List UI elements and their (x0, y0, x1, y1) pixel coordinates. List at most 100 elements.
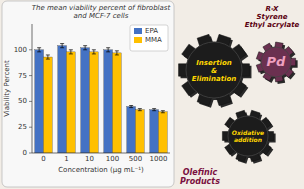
x-label: Concentration (µg mL⁻¹) (58, 166, 144, 174)
error-line (93, 50, 94, 54)
y-tick (29, 75, 32, 76)
text-line: & (211, 67, 217, 75)
error-cap (138, 108, 142, 109)
text-line: Insertion (196, 59, 232, 67)
error-line (39, 48, 40, 52)
bar (150, 110, 159, 153)
text-line: and MCF-7 cells (74, 12, 129, 20)
error-bar (60, 44, 64, 48)
annotation: R-XStyreneEthyl acrylate (245, 5, 300, 29)
y-tick-label: 100 (14, 46, 27, 54)
error-cap (138, 110, 142, 111)
text-line: R-X (266, 5, 280, 13)
error-cap (60, 47, 64, 48)
legend-swatch (134, 37, 142, 43)
y-tick (29, 49, 32, 50)
x-axis (32, 153, 170, 154)
y-tick (29, 101, 32, 102)
error-bar (46, 55, 50, 59)
text-line: Elimination (192, 75, 237, 83)
error-bar (69, 50, 73, 54)
error-cap (69, 53, 73, 54)
y-axis (32, 24, 33, 153)
bar (127, 107, 136, 153)
bar (90, 52, 99, 153)
error-cap (46, 54, 50, 55)
x-tick-label: 1000 (150, 155, 168, 163)
error-line (70, 50, 71, 54)
bar (67, 52, 76, 153)
text-line: Pd (267, 54, 287, 69)
error-cap (60, 43, 64, 44)
error-bar (129, 106, 133, 108)
error-bar (152, 109, 156, 111)
error-cap (152, 110, 156, 111)
x-tick-label: 10 (85, 155, 94, 163)
y-tick-label: 50 (18, 97, 27, 105)
gear (179, 34, 252, 107)
error-line (108, 48, 109, 52)
error-cap (115, 54, 119, 55)
bar (159, 112, 168, 153)
error-bar (92, 50, 96, 54)
bar (136, 110, 145, 153)
error-cap (92, 49, 96, 50)
error-cap (129, 105, 133, 106)
error-cap (37, 51, 41, 52)
annotation: Oxidativeaddition (232, 128, 264, 142)
y-tick-label: 0 (23, 149, 27, 157)
gear-body (256, 42, 295, 82)
y-tick-label: 75 (18, 72, 27, 80)
error-cap (92, 53, 96, 54)
y-tick (29, 153, 32, 154)
error-cap (106, 47, 110, 48)
bar (104, 50, 113, 153)
x-tick-label: 500 (129, 155, 142, 163)
legend-box (130, 25, 168, 51)
gear-rim (186, 42, 242, 98)
error-cap (115, 50, 119, 51)
annotation: Insertion&Elimination (192, 59, 237, 83)
text-line: Olefinic (183, 167, 218, 176)
annotation: Pd (267, 54, 287, 69)
legend-label: MMA (145, 36, 162, 44)
error-line (116, 51, 117, 55)
gear-rim (228, 116, 268, 156)
x-tick-label: 0 (41, 155, 45, 163)
error-cap (129, 107, 133, 108)
annotation: OlefinicProducts (180, 167, 220, 185)
figure: The mean viability percent of fibroblast… (0, 0, 304, 189)
y-label: Viability Percent (3, 60, 11, 117)
background (0, 0, 304, 189)
text-line: Oxidative (232, 128, 264, 135)
error-line (62, 44, 63, 48)
error-line (47, 55, 48, 59)
error-cap (83, 45, 87, 46)
error-cap (69, 49, 73, 50)
text-line: Products (180, 176, 220, 185)
bars (35, 44, 167, 153)
y-tick (29, 127, 32, 128)
legend-swatch (134, 28, 142, 34)
bar (44, 57, 53, 153)
error-cap (46, 59, 50, 60)
error-bar (37, 48, 41, 52)
gear (222, 110, 275, 163)
legend: EPAMMA (130, 25, 168, 51)
error-cap (152, 108, 156, 109)
bar (58, 46, 67, 153)
gear (256, 42, 297, 84)
error-bar (83, 46, 87, 50)
error-cap (161, 112, 165, 113)
error-cap (161, 110, 165, 111)
text-line: Styrene (257, 13, 288, 21)
gear-body (222, 110, 273, 161)
gear-rim (261, 47, 291, 77)
error-cap (37, 47, 41, 48)
error-cap (106, 51, 110, 52)
error-bar (138, 109, 142, 111)
error-cap (83, 49, 87, 50)
gear-body (179, 34, 250, 105)
y-tick-label: 25 (18, 123, 27, 131)
bar (113, 53, 122, 153)
